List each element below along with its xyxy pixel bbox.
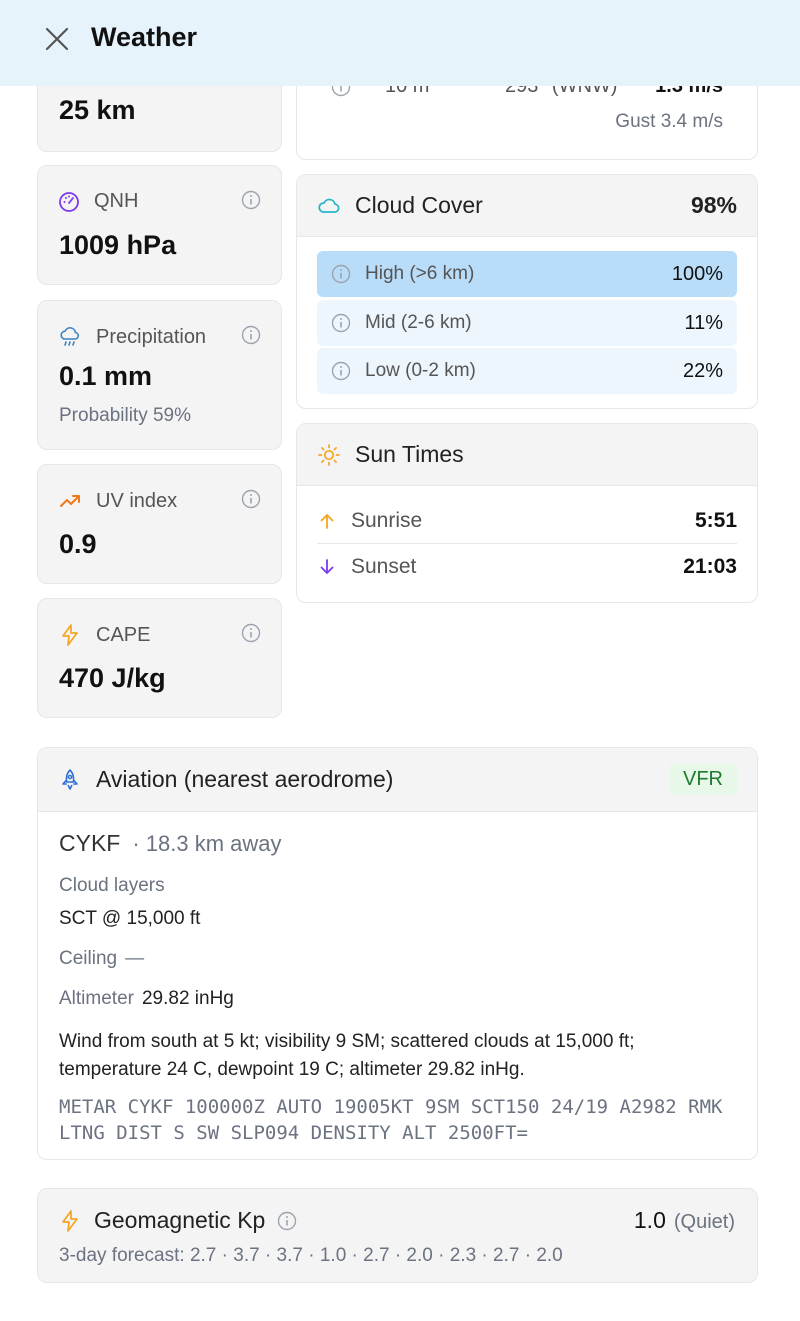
trending-up-icon: [60, 495, 80, 507]
altimeter-label: Altimeter: [59, 988, 134, 1009]
cloud-layer-high: High (>6 km) 100%: [317, 251, 737, 297]
info-icon[interactable]: [277, 1211, 297, 1231]
lightning-icon: [62, 624, 78, 646]
divider: [317, 543, 737, 544]
qnh-label: QNH: [94, 190, 139, 212]
altimeter-value: 29.82 inHg: [141, 988, 234, 1009]
arrow-down-icon: [320, 559, 334, 574]
cloud-layer-mid: Mid (2-6 km) 11%: [317, 300, 737, 346]
cloud-layer-value: 22%: [682, 359, 723, 382]
station-code: CYKF: [59, 830, 121, 856]
qnh-value: 1009 hPa: [59, 230, 177, 260]
cape-value: 470 J/kg: [59, 663, 166, 693]
cloud-layer-label: High (>6 km): [365, 263, 475, 284]
cloud-cover-title: Cloud Cover: [355, 192, 483, 218]
kp-status: (Quiet): [673, 1211, 735, 1233]
aviation-title: Aviation (nearest aerodrome): [96, 766, 394, 792]
precipitation-value: 0.1 mm: [59, 361, 153, 391]
info-icon[interactable]: [241, 190, 261, 215]
aviation-card: Aviation (nearest aerodrome) VFR CYKF · …: [37, 747, 758, 1160]
rain-cloud-icon: [60, 327, 79, 346]
wind-gust: Gust 3.4 m/s: [615, 111, 723, 132]
gauge-icon: [59, 191, 79, 212]
cloud-layer-low: Low (0-2 km) 22%: [317, 348, 737, 394]
ceiling-label: Ceiling: [59, 948, 118, 969]
geomagnetic-title: Geomagnetic Kp: [94, 1207, 266, 1233]
cloud-cover-total: 98%: [690, 192, 737, 218]
cloud-layers-value: SCT @ 15,000 ft: [59, 908, 201, 929]
summary-line: temperature 24 C, dewpoint 19 C; altimet…: [59, 1059, 525, 1080]
flight-category-badge: VFR: [669, 764, 737, 795]
sunset-label: Sunset: [351, 555, 417, 578]
sun-times-card: Sun Times Sunrise 5:51 Sunset 21:03: [296, 423, 758, 603]
info-icon[interactable]: [331, 264, 351, 284]
info-icon[interactable]: [241, 623, 261, 648]
precipitation-probability: Probability 59%: [59, 405, 192, 426]
sunrise-label: Sunrise: [351, 509, 423, 532]
lightning-icon: [62, 1209, 78, 1232]
metar-line: METAR CYKF 100000Z AUTO 19005KT 9SM SCT1…: [59, 1096, 723, 1118]
cloud-layers-label: Cloud layers: [59, 875, 165, 896]
metar-summary: Wind from south at 5 kt; visibility 9 SM…: [59, 1028, 635, 1084]
page-title: Weather: [91, 22, 198, 52]
cloud-cover-card: Cloud Cover 98% High (>6 km) 100% Mid (2…: [296, 174, 758, 409]
metar-line: LTNG DIST S SW SLP094 DENSITY ALT 2500FT…: [59, 1122, 528, 1144]
sunrise-row: Sunrise 5:51: [317, 498, 737, 544]
arrow-up-icon: [320, 514, 334, 529]
kp-forecast: 3-day forecast: 2.7 · 3.7 · 3.7 · 1.0 · …: [59, 1245, 563, 1266]
header-bar: Weather: [0, 0, 800, 86]
cloud-icon: [318, 198, 340, 213]
raw-metar: METAR CYKF 100000Z AUTO 19005KT 9SM SCT1…: [59, 1094, 722, 1146]
info-icon[interactable]: [331, 313, 351, 333]
precipitation-card: Precipitation 0.1 mm Probability 59%: [37, 300, 282, 450]
info-icon[interactable]: [241, 489, 261, 514]
info-icon[interactable]: [241, 325, 261, 350]
station-distance: · 18.3 km away: [132, 831, 282, 856]
cape-label: CAPE: [96, 623, 151, 646]
ceiling-value: —: [125, 948, 145, 969]
info-icon[interactable]: [331, 361, 351, 381]
kp-value: 1.0: [633, 1207, 666, 1233]
close-icon[interactable]: [42, 24, 72, 54]
uv-label: UV index: [96, 489, 178, 512]
cloud-layer-value: 100%: [671, 262, 723, 285]
qnh-card: QNH 1009 hPa: [37, 165, 282, 285]
uv-card: UV index 0.9: [37, 464, 282, 584]
cape-card: CAPE 470 J/kg: [37, 598, 282, 718]
sun-icon: [318, 443, 340, 466]
aviation-header: Aviation (nearest aerodrome) VFR: [38, 748, 757, 812]
sunset-time: 21:03: [683, 555, 737, 578]
precipitation-label: Precipitation: [96, 325, 207, 348]
cloud-layer-label: Mid (2-6 km): [365, 312, 472, 333]
cloud-cover-header: Cloud Cover 98%: [297, 175, 757, 237]
visibility-value: 25 km: [59, 95, 136, 125]
sunset-row: Sunset 21:03: [317, 544, 737, 590]
uv-value: 0.9: [59, 529, 97, 559]
sunrise-time: 5:51: [694, 509, 737, 532]
cloud-layer-label: Low (0-2 km): [365, 360, 476, 381]
sun-times-header: Sun Times: [297, 424, 757, 486]
cloud-layer-value: 11%: [684, 311, 723, 334]
geomagnetic-card: Geomagnetic Kp 1.0 (Quiet) 3-day forecas…: [37, 1188, 758, 1283]
sun-times-title: Sun Times: [355, 441, 464, 467]
summary-line: Wind from south at 5 kt; visibility 9 SM…: [59, 1031, 635, 1052]
rocket-icon: [62, 768, 78, 790]
